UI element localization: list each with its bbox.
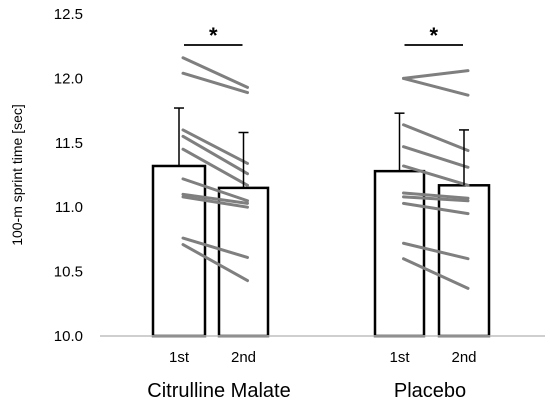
subject-line-1-3 bbox=[402, 145, 470, 169]
significance-marker-0: * bbox=[209, 23, 218, 48]
subject-line-0-9 bbox=[181, 243, 249, 283]
subject-line-0-0 bbox=[181, 56, 249, 89]
subject-line-1-9 bbox=[402, 257, 470, 290]
subject-line-1-6 bbox=[402, 195, 470, 203]
subject-line-1-7 bbox=[402, 201, 470, 216]
y-tick-label-1: 10.5 bbox=[54, 264, 83, 281]
x-tick-label-0-0: 1st bbox=[169, 349, 190, 366]
subject-line-1-2 bbox=[402, 123, 470, 153]
subject-line-0-5 bbox=[181, 177, 249, 203]
subject-line-1-4 bbox=[402, 164, 470, 187]
subject-line-0-7 bbox=[181, 195, 249, 209]
y-tick-label-4: 12.0 bbox=[54, 70, 83, 87]
y-tick-label-3: 11.5 bbox=[55, 135, 83, 152]
bar-1-1 bbox=[437, 184, 491, 338]
subject-line-0-4 bbox=[181, 147, 249, 187]
subject-line-1-0 bbox=[402, 69, 470, 80]
subject-line-1-8 bbox=[402, 241, 470, 261]
significance-marker-1: * bbox=[429, 23, 438, 48]
y-tick-label-2: 11.0 bbox=[55, 199, 83, 216]
bar-1-0 bbox=[373, 169, 426, 338]
x-tick-label-1-0: 1st bbox=[389, 349, 410, 366]
subject-line-0-6 bbox=[181, 192, 249, 205]
subject-line-0-2 bbox=[181, 128, 249, 165]
y-axis-label: 100-m sprint time [sec] bbox=[9, 104, 25, 246]
group-label-1: Placebo bbox=[394, 380, 466, 402]
y-tick-label-5: 12.5 bbox=[54, 6, 83, 23]
subject-line-1-5 bbox=[402, 191, 470, 200]
y-tick-label-0: 10.0 bbox=[54, 328, 83, 345]
subject-line-0-8 bbox=[181, 236, 249, 259]
subject-line-0-3 bbox=[181, 134, 249, 176]
subject-line-0-1 bbox=[181, 71, 249, 95]
bar-0-1 bbox=[217, 186, 270, 338]
x-tick-label-0-1: 2nd bbox=[231, 349, 256, 366]
group-label-0: Citrulline Malate bbox=[147, 380, 290, 402]
x-tick-label-1-1: 2nd bbox=[451, 349, 476, 366]
subject-line-1-1 bbox=[402, 76, 470, 97]
